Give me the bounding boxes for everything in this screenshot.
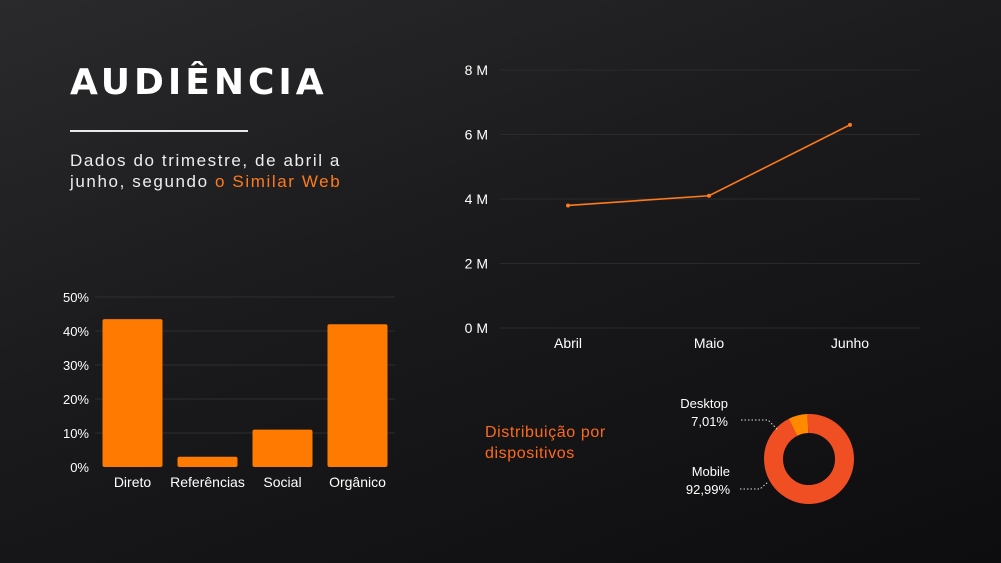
bar-y-tick: 10% [63, 426, 89, 441]
line-y-tick: 2 M [465, 256, 488, 272]
line-y-tick: 8 M [465, 62, 488, 78]
line-x-tick: Junho [831, 335, 869, 351]
line-series [567, 124, 851, 207]
bar-y-tick: 0% [70, 460, 89, 475]
bar-y-tick: 20% [63, 392, 89, 407]
line-point-maio [707, 193, 711, 198]
subtitle-text: Dados do trimestre, de abril a junho, se… [70, 151, 341, 191]
mobile-leader-line [740, 481, 769, 490]
bar-x-tick: Referências [170, 474, 245, 490]
line-point-abril [566, 203, 570, 208]
desktop-leader-line [741, 419, 779, 431]
line-x-tick: Abril [554, 335, 582, 351]
device-distribution-title: Distribuição por dispositivos [485, 424, 606, 462]
bar-y-tick: 40% [63, 324, 89, 339]
line-point-junho [848, 122, 852, 127]
page-subtitle: Dados do trimestre, de abril a junho, se… [70, 150, 400, 192]
bar-y-tick: 50% [63, 290, 89, 305]
bar-y-tick: 30% [63, 358, 89, 373]
similar-web-link[interactable]: o Similar Web [215, 172, 342, 191]
line-y-tick: 6 M [465, 127, 488, 143]
bar-x-tick: Direto [114, 474, 152, 490]
line-x-tick: Maio [694, 335, 725, 351]
desktop-label: Desktop 7,01% [638, 395, 728, 431]
bar-referências [177, 456, 238, 467]
desktop-label-name: Desktop [680, 396, 728, 411]
bar-direto [102, 319, 163, 467]
line-y-tick: 0 M [465, 320, 488, 336]
desktop-label-value: 7,01% [691, 414, 728, 429]
bar-x-tick: Orgânico [329, 474, 386, 490]
donut-slice-mobile [764, 413, 854, 504]
mobile-label: Mobile 92,99% [640, 463, 730, 499]
bar-x-tick: Social [263, 474, 301, 490]
line-y-tick: 4 M [465, 191, 488, 207]
bar-social [252, 429, 313, 467]
title-divider [70, 130, 248, 132]
mobile-label-value: 92,99% [685, 482, 730, 497]
bar-orgânico [327, 324, 388, 467]
mobile-label-name: Mobile [691, 464, 730, 479]
page-title: AUDIÊNCIA [70, 62, 328, 103]
